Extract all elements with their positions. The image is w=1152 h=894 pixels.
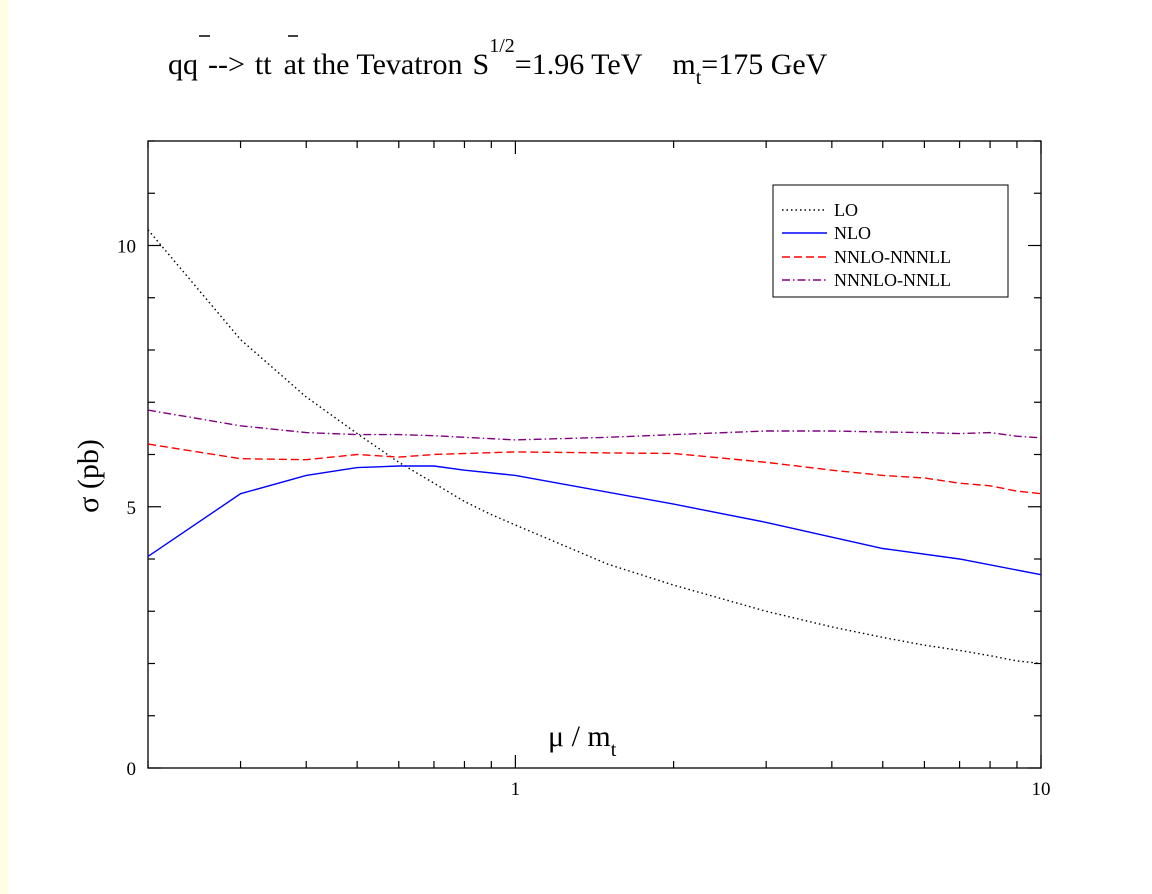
title-mass: =175 GeV — [701, 48, 827, 81]
chart-panel — [8, 0, 1152, 894]
legend-label-lo: LO — [834, 200, 858, 220]
title-m: m — [672, 48, 695, 81]
x-axis-label-main: μ / m — [548, 720, 611, 753]
x-tick-label-10: 10 — [1032, 779, 1051, 800]
title-s-exponent: 1/2 — [489, 35, 515, 57]
y-tick-label-0: 0 — [127, 759, 137, 780]
title-collider: at the Tevatron — [284, 48, 463, 81]
title-arrow: --> — [208, 48, 245, 81]
y-tick-label-10: 10 — [117, 237, 136, 258]
title-s: S — [473, 48, 490, 81]
x-tick-label-1: 1 — [511, 779, 521, 800]
y-tick-label-5: 5 — [127, 498, 137, 519]
legend-label-nnlo-nnnll: NNLO-NNNLL — [834, 247, 951, 267]
legend-label-nnnlo-nnll: NNNLO-NNLL — [834, 270, 951, 290]
x-axis-label-subscript: t — [611, 739, 617, 761]
y-axis-label: σ (pb) — [72, 439, 105, 513]
title-process-rhs: tt — [255, 48, 272, 81]
title-energy: =1.96 TeV — [515, 48, 643, 81]
legend-label-nlo: NLO — [834, 223, 871, 243]
title-process-lhs: qq — [168, 48, 198, 81]
